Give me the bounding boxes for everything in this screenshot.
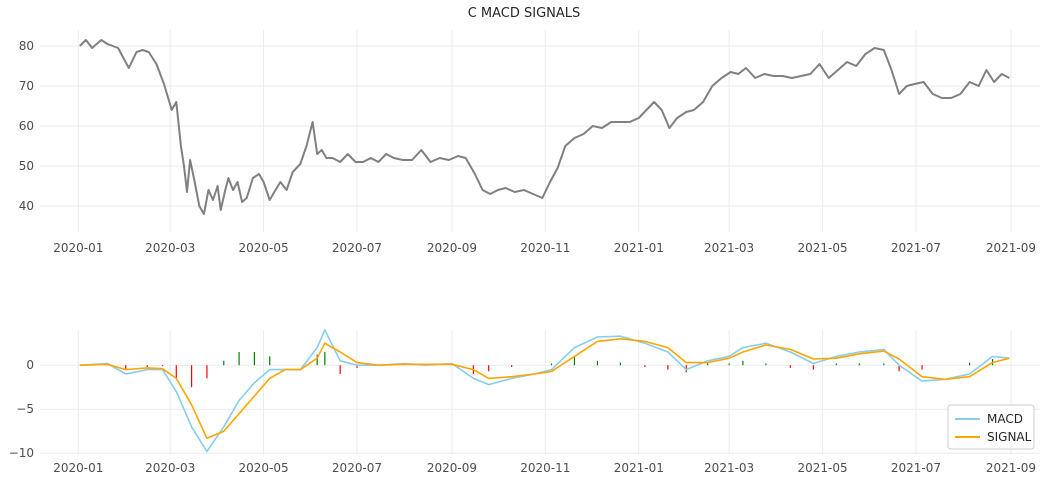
x-tick-label: 2020-01 [53, 461, 103, 475]
x-tick-label: 2021-09 [986, 461, 1036, 475]
price-axes: 2020-01 2020-03 2020-05 2020-07 2020-09 2020-… [19, 30, 1040, 255]
x-tick-label: 2021-01 [614, 241, 664, 255]
x-tick-label: 2020-11 [520, 241, 570, 255]
x-tick-label: 2020-11 [520, 461, 570, 475]
x-tick-label: 2020-03 [145, 241, 195, 255]
x-tick-label: 2020-09 [427, 241, 477, 255]
legend-label: SIGNAL [987, 430, 1032, 444]
legend-label: MACD [987, 412, 1023, 426]
chart-title: C MACD SIGNALS [468, 6, 581, 21]
y-tick-label: 80 [19, 39, 34, 53]
x-tick-label: 2020-09 [427, 461, 477, 475]
x-tick-label: 2021-05 [797, 461, 847, 475]
x-tick-label: 2021-01 [614, 461, 664, 475]
x-tick-label: 2021-07 [891, 461, 941, 475]
x-tick-label: 2021-03 [704, 241, 754, 255]
y-tick-label: 70 [19, 79, 34, 93]
x-tick-label: 2020-03 [145, 461, 195, 475]
x-tick-label: 2020-05 [239, 241, 289, 255]
x-tick-label: 2020-01 [53, 241, 103, 255]
x-tick-label: 2021-07 [891, 241, 941, 255]
x-tick-label: 2021-09 [986, 241, 1036, 255]
y-tick-label: 40 [19, 199, 34, 213]
y-tick-label: −10 [9, 446, 34, 460]
legend: MACD SIGNAL [947, 404, 1035, 450]
x-tick-label: 2021-05 [797, 241, 847, 255]
x-tick-label: 2020-05 [239, 461, 289, 475]
signal-series-line [79, 337, 1010, 440]
y-tick-label: 60 [19, 119, 34, 133]
y-tick-label: −5 [16, 402, 34, 416]
x-tick-label: 2020-07 [332, 241, 382, 255]
macd-axes: 2020-01 2020-03 2020-05 2020-07 2020-09 2020-… [9, 329, 1040, 475]
macd-series-line [79, 329, 1010, 453]
y-tick-label: 50 [19, 159, 34, 173]
x-tick-label: 2020-07 [332, 461, 382, 475]
x-tick-label: 2021-03 [704, 461, 754, 475]
price-series-line [79, 39, 1010, 215]
y-tick-label: 0 [26, 358, 34, 372]
